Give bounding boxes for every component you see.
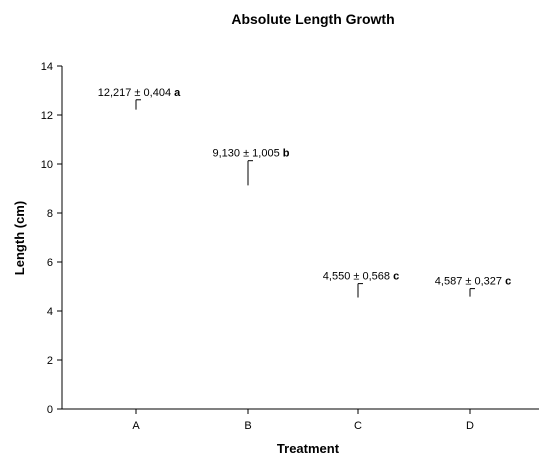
y-axis-label: Length (cm) xyxy=(12,201,27,275)
x-tick-label-b: B xyxy=(244,420,251,432)
data-labels: 12,217 ± 0,404 a 9,130 ± 1,005 b 4,550 ± 0… xyxy=(98,87,511,288)
y-tick-label: 8 xyxy=(47,208,53,220)
chart-title: Absolute Length Growth xyxy=(231,11,394,27)
error-bars xyxy=(135,99,475,298)
y-axis-ticks: 0 2 4 6 8 10 12 14 xyxy=(41,61,62,416)
data-label-c: 4,550 ± 0,568 c xyxy=(323,271,399,283)
data-label-a: 12,217 ± 0,404 a xyxy=(98,87,181,99)
data-label-b: 9,130 ± 1,005 b xyxy=(213,148,290,160)
x-tick-label-a: A xyxy=(132,420,140,432)
y-tick-label: 2 xyxy=(47,355,53,367)
y-tick-label: 12 xyxy=(41,110,53,122)
y-tick-label: 10 xyxy=(41,159,53,171)
y-tick-label: 14 xyxy=(41,61,53,73)
x-tick-label-d: D xyxy=(466,420,474,432)
y-tick-label: 0 xyxy=(47,404,53,416)
x-axis-label: Treatment xyxy=(277,441,340,456)
y-tick-label: 6 xyxy=(47,257,53,269)
y-tick-label: 4 xyxy=(47,306,53,318)
x-axis-ticks: A B C D xyxy=(132,409,474,432)
x-tick-label-c: C xyxy=(354,420,362,432)
data-label-d: 4,587 ± 0,327 c xyxy=(435,276,511,288)
